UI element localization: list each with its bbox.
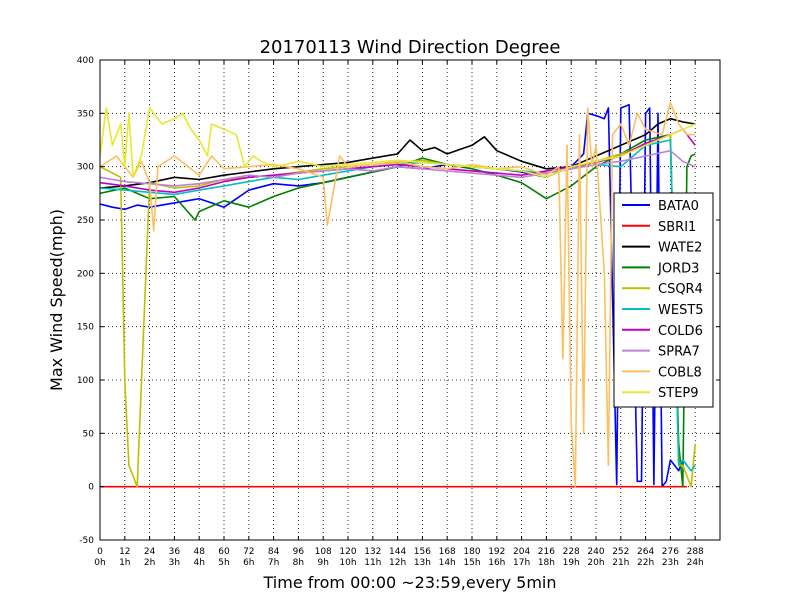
x-tick-label: 156 — [414, 547, 431, 557]
x-tick-label: 168 — [439, 547, 456, 557]
legend-label: BATA0 — [658, 199, 699, 214]
x-tick-sublabel: 22h — [637, 558, 654, 568]
series-line-spra7 — [100, 149, 696, 187]
series-line-wate2 — [100, 117, 696, 189]
x-tick-label: 120 — [339, 547, 356, 557]
x-tick-label: 132 — [364, 547, 381, 557]
chart-title: 20170113 Wind Direction Degree — [260, 37, 561, 58]
x-tick-sublabel: 12h — [389, 558, 406, 568]
x-tick-sublabel: 11h — [364, 558, 381, 568]
x-tick-label: 180 — [463, 547, 480, 557]
y-tick-label: 150 — [77, 323, 94, 333]
series-line-step9 — [100, 107, 696, 179]
y-tick-label: 0 — [88, 483, 94, 493]
x-tick-label: 36 — [169, 547, 181, 557]
x-tick-label: 84 — [268, 547, 280, 557]
y-axis-title: Max Wind Speed(mph) — [47, 209, 66, 391]
y-tick-label: 400 — [77, 56, 94, 66]
y-tick-label: 100 — [77, 376, 94, 386]
legend: BATA0 SBRI1 WATE2 JORD3 CSQR4 WEST5 COLD6 SPRA7… — [613, 192, 714, 408]
x-tick-sublabel: 9h — [317, 558, 328, 568]
x-axis-title: Time from 00:00 ~23:59,every 5min — [263, 573, 557, 592]
x-tick-label: 288 — [687, 547, 704, 557]
legend-label: JORD3 — [657, 261, 699, 276]
legend-label: STEP9 — [658, 386, 699, 401]
x-tick-label: 264 — [637, 547, 654, 557]
x-tick-sublabel: 5h — [218, 558, 229, 568]
x-tick-label: 144 — [389, 547, 406, 557]
y-tick-label: 250 — [77, 216, 94, 226]
x-tick-label: 228 — [563, 547, 580, 557]
x-tick-sublabel: 24h — [687, 558, 704, 568]
plot-frame — [99, 59, 721, 541]
x-tick-label: 72 — [243, 547, 254, 557]
x-tick-label: 96 — [293, 547, 305, 557]
y-tick-label: -50 — [79, 536, 94, 546]
y-tick-label: 350 — [77, 109, 94, 119]
x-tick-sublabel: 19h — [563, 558, 580, 568]
legend-label: SPRA7 — [658, 345, 700, 360]
y-tick-label: 50 — [83, 429, 95, 439]
legend-label: WEST5 — [658, 303, 704, 318]
legend-label: WATE2 — [658, 241, 702, 256]
x-tick-sublabel: 17h — [513, 558, 530, 568]
x-tick-sublabel: 7h — [268, 558, 279, 568]
series-line-csqr4 — [100, 133, 696, 488]
series-line-cobl8 — [100, 101, 696, 488]
x-tick-label: 48 — [193, 547, 205, 557]
x-tick-sublabel: 1h — [119, 558, 130, 568]
x-tick-label: 24 — [144, 547, 156, 557]
x-tick-label: 0 — [97, 547, 103, 557]
x-tick-label: 192 — [488, 547, 505, 557]
x-tick-label: 252 — [612, 547, 629, 557]
x-tick-label: 12 — [119, 547, 130, 557]
x-tick-sublabel: 3h — [169, 558, 180, 568]
x-tick-sublabel: 21h — [612, 558, 629, 568]
x-tick-sublabel: 15h — [463, 558, 480, 568]
x-tick-label: 240 — [587, 547, 604, 557]
series-lines — [100, 101, 696, 488]
y-tick-label: 300 — [77, 163, 94, 173]
x-tick-label: 276 — [662, 547, 679, 557]
x-tick-sublabel: 4h — [193, 558, 204, 568]
legend-label: CSQR4 — [658, 282, 703, 297]
x-tick-sublabel: 20h — [587, 558, 604, 568]
x-tick-label: 216 — [538, 547, 555, 557]
x-tick-label: 204 — [513, 547, 530, 557]
x-tick-label: 60 — [218, 547, 230, 557]
x-tick-label: 108 — [315, 547, 332, 557]
x-tick-sublabel: 23h — [662, 558, 679, 568]
legend-label: COBL8 — [658, 365, 702, 380]
y-tick-label: 200 — [77, 269, 94, 279]
legend-label: COLD6 — [658, 324, 703, 339]
x-tick-sublabel: 14h — [439, 558, 456, 568]
x-tick-sublabel: 16h — [488, 558, 505, 568]
x-tick-sublabel: 6h — [243, 558, 254, 568]
axis-ticks: 00h121h242h363h484h605h726h847h968h1089h… — [77, 56, 720, 568]
x-tick-sublabel: 10h — [339, 558, 356, 568]
x-tick-sublabel: 18h — [538, 558, 555, 568]
x-tick-sublabel: 2h — [144, 558, 155, 568]
x-tick-sublabel: 13h — [414, 558, 431, 568]
legend-label: SBRI1 — [658, 220, 696, 235]
x-tick-sublabel: 0h — [94, 558, 105, 568]
x-tick-sublabel: 8h — [293, 558, 304, 568]
